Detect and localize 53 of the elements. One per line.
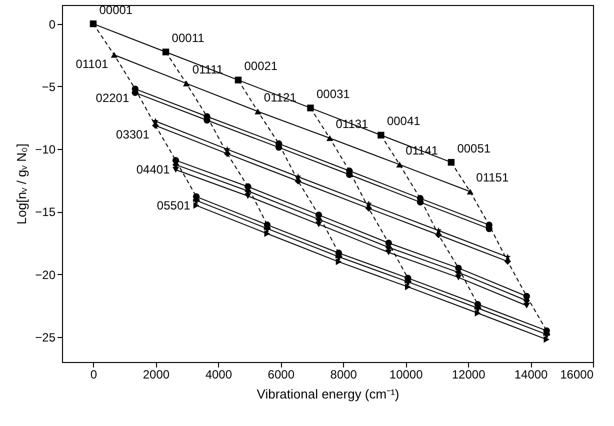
point [294,178,302,184]
point [404,283,411,290]
annotation: 05501 [156,198,191,213]
x-tick-label: 4000 [205,368,232,382]
annotation: 04401 [136,162,170,176]
point [544,336,550,343]
point [336,258,342,266]
point [193,202,200,209]
point [172,166,180,173]
annotation: 02201 [96,90,130,105]
point [385,249,392,256]
annotation: 03301 [116,128,150,142]
y-tick-label: −25 [35,330,56,344]
point [294,173,302,180]
point [224,146,230,152]
x-tick-label: 8000 [330,368,358,382]
y-tick-label: −15 [35,205,56,220]
point [234,76,242,84]
annotation: 00021 [244,59,278,74]
point [504,254,511,260]
point [162,48,170,56]
point [378,132,384,138]
point [523,302,530,309]
y-tick-label: −10 [35,142,56,157]
point [110,52,118,58]
annotation: 01101 [76,56,109,71]
x-tick-label: 12000 [452,368,486,382]
point [455,274,462,280]
x-tick-label: 16000 [560,368,594,382]
point [315,221,322,228]
point [244,193,252,199]
y-axis-title: Log[nᵥ / gᵥ N₀] [14,144,30,224]
point [264,230,270,237]
point [474,310,481,316]
x-tick-label: 2000 [142,368,170,382]
y-tick-label: −5 [42,80,56,94]
annotation: 00031 [316,86,350,101]
annotation: 00001 [99,2,133,17]
annotation: 00051 [457,141,491,156]
x-tick-label: 6000 [268,368,295,382]
annotation: 00041 [386,114,421,128]
point [435,227,442,234]
x-tick-label: 0 [90,368,98,382]
x-axis-title: Vibrational energy (cm⁻¹) [256,386,400,402]
y-tick-label: 0 [48,17,56,32]
point [307,104,314,112]
annotation: 00011 [172,30,205,45]
annotation: 01151 [476,170,509,185]
point [152,118,159,124]
point [182,80,190,86]
y-tick-label: −20 [35,268,56,282]
x-tick-label: 14000 [514,368,548,382]
x-tick-label: 10000 [389,368,424,382]
